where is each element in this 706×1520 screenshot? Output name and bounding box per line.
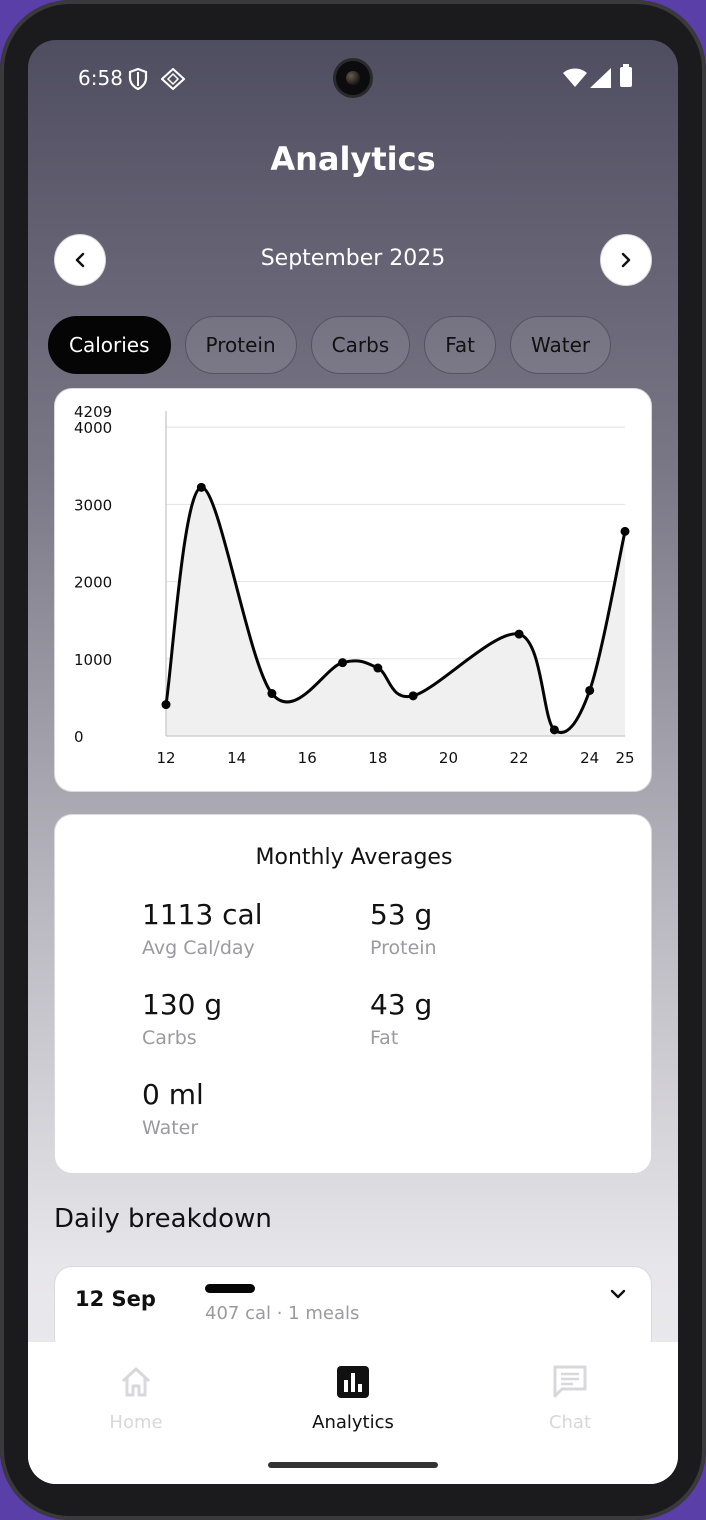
data-point bbox=[373, 663, 383, 673]
y-tick-label: 0 bbox=[74, 728, 84, 746]
stat-avg-calories: 1113 cal Avg Cal/day bbox=[142, 897, 362, 959]
tab-carbs[interactable]: Carbs bbox=[310, 316, 411, 374]
tab-calories[interactable]: Calories bbox=[48, 316, 171, 374]
y-tick-label: 2000 bbox=[74, 574, 112, 592]
data-point bbox=[514, 629, 524, 639]
nearby-share-icon bbox=[161, 68, 185, 90]
x-tick-label: 20 bbox=[439, 749, 458, 767]
stat-label: Protein bbox=[370, 937, 437, 959]
chevron-right-icon bbox=[621, 252, 631, 268]
data-point bbox=[549, 725, 559, 735]
stat-value: 0 ml bbox=[142, 1078, 204, 1111]
x-tick-label: 16 bbox=[298, 749, 317, 767]
home-icon bbox=[121, 1367, 151, 1397]
x-tick-label: 24 bbox=[580, 749, 599, 767]
previous-month-button[interactable] bbox=[54, 234, 106, 286]
status-time: 6:58 bbox=[78, 66, 123, 90]
stat-carbs: 130 g Carbs bbox=[142, 987, 362, 1049]
nav-analytics-label: Analytics bbox=[312, 1412, 394, 1433]
bottom-navigation: Home Analytics bbox=[28, 1342, 678, 1484]
app-screen: 6:58 Analytics bbox=[28, 40, 678, 1484]
stat-value: 43 g bbox=[370, 988, 433, 1021]
front-camera bbox=[333, 58, 373, 98]
stat-fat: 43 g Fat bbox=[370, 987, 590, 1049]
monthly-averages-card: Monthly Averages 1113 cal Avg Cal/day 53… bbox=[54, 814, 652, 1174]
data-point bbox=[338, 658, 348, 668]
x-tick-label: 12 bbox=[156, 749, 175, 767]
shield-icon bbox=[128, 68, 148, 90]
day-date: 12 Sep bbox=[75, 1287, 156, 1311]
stat-water: 0 ml Water bbox=[142, 1077, 362, 1139]
x-tick-label: 14 bbox=[227, 749, 246, 767]
data-point bbox=[267, 689, 277, 699]
nav-analytics[interactable]: Analytics bbox=[273, 1362, 433, 1433]
nav-home-label: Home bbox=[109, 1412, 163, 1433]
status-bar: 6:58 bbox=[28, 40, 678, 116]
tab-protein[interactable]: Protein bbox=[184, 316, 297, 374]
daily-breakdown-item[interactable]: 12 Sep 407 cal · 1 meals bbox=[54, 1266, 652, 1356]
y-tick-label: 1000 bbox=[74, 651, 112, 669]
signal-icon bbox=[590, 68, 611, 88]
chevron-left-icon bbox=[75, 252, 85, 268]
stat-protein: 53 g Protein bbox=[370, 897, 590, 959]
battery-icon bbox=[620, 64, 632, 87]
stat-label: Carbs bbox=[142, 1027, 197, 1049]
day-progress-bar bbox=[205, 1284, 255, 1293]
stat-label: Fat bbox=[370, 1027, 399, 1049]
stat-value: 1113 cal bbox=[142, 898, 263, 931]
x-tick-label: 25 bbox=[615, 749, 634, 767]
bar-chart-icon bbox=[337, 1366, 369, 1398]
chevron-down-icon[interactable] bbox=[609, 1287, 627, 1301]
y-tick-label: 4209 bbox=[74, 403, 112, 421]
data-point bbox=[620, 526, 630, 536]
tab-water[interactable]: Water bbox=[509, 316, 612, 374]
y-tick-label: 3000 bbox=[74, 496, 112, 514]
monthly-averages-title: Monthly Averages bbox=[255, 845, 453, 870]
chat-icon bbox=[553, 1365, 587, 1398]
series-area bbox=[166, 487, 625, 736]
data-point bbox=[408, 691, 418, 701]
month-label: September 2025 bbox=[260, 246, 446, 271]
wifi-icon bbox=[563, 68, 587, 87]
month-navigator: September 2025 bbox=[54, 234, 652, 286]
stat-value: 130 g bbox=[142, 988, 223, 1021]
calories-chart-card: 0 1000 2000 3000 4000 4209 12 14 16 18 20 22 24 25 bbox=[54, 388, 652, 792]
data-point bbox=[585, 685, 595, 695]
day-summary: 407 cal · 1 meals bbox=[205, 1303, 360, 1324]
stat-label: Avg Cal/day bbox=[142, 937, 255, 959]
series-line bbox=[164, 485, 627, 734]
stat-label: Water bbox=[142, 1117, 199, 1139]
x-tick-label: 18 bbox=[368, 749, 387, 767]
daily-breakdown-title: Daily breakdown bbox=[54, 1204, 272, 1234]
page-title: Analytics bbox=[270, 140, 436, 178]
nav-chat-label: Chat bbox=[548, 1412, 592, 1433]
gesture-bar bbox=[268, 1462, 438, 1468]
nav-chat[interactable]: Chat bbox=[490, 1362, 650, 1433]
metric-tabs: Calories Protein Carbs Fat Water bbox=[48, 316, 612, 374]
stat-value: 53 g bbox=[370, 898, 433, 931]
data-point bbox=[161, 700, 171, 710]
y-tick-label: 4000 bbox=[74, 419, 112, 437]
x-tick-label: 22 bbox=[510, 749, 529, 767]
tab-fat[interactable]: Fat bbox=[424, 316, 496, 374]
nav-home[interactable]: Home bbox=[56, 1362, 216, 1433]
next-month-button[interactable] bbox=[600, 234, 652, 286]
data-point bbox=[196, 482, 206, 492]
